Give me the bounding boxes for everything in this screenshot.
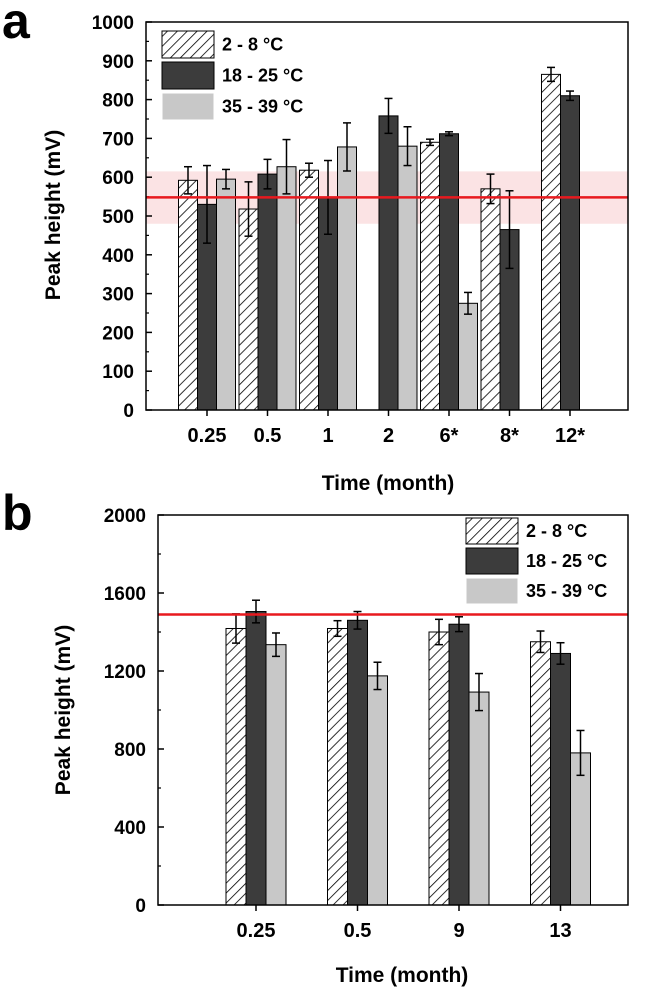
legend-swatch bbox=[465, 577, 519, 605]
bar bbox=[367, 675, 388, 906]
x-axis-title-a: Time (month) bbox=[322, 472, 455, 495]
y-tick-label: 900 bbox=[102, 52, 134, 73]
bar bbox=[420, 141, 440, 411]
x-tick-label: 13 bbox=[549, 920, 571, 942]
legend-label: 2 - 8 °C bbox=[222, 35, 283, 55]
bar bbox=[378, 115, 399, 411]
bar bbox=[225, 627, 247, 906]
bar bbox=[265, 644, 287, 906]
legend-label: 35 - 39 °C bbox=[526, 581, 607, 601]
x-axis-title-b: Time (month) bbox=[336, 964, 469, 987]
bar bbox=[276, 166, 297, 411]
plot-area-b: 0 400 800 1200 1600 2000 0.25 0.5 9 13 2 - 8 °C 18 … bbox=[104, 506, 629, 942]
panel-letter-a: a bbox=[2, 0, 31, 49]
y-tick-label: 1200 bbox=[104, 662, 146, 683]
plot-area-a: 0 100 200 300 400 500 600 700 800 900 1000 0.25 0.5 1… bbox=[92, 13, 629, 447]
x-tick-label: 12* bbox=[555, 425, 585, 447]
legend-label: 18 - 25 °C bbox=[222, 66, 303, 86]
bar bbox=[530, 641, 551, 906]
y-tick-label: 300 bbox=[102, 285, 134, 306]
legend-swatch bbox=[465, 517, 519, 545]
y-tick-label: 0 bbox=[135, 896, 146, 917]
y-tick-label: 0 bbox=[123, 401, 134, 422]
bar bbox=[257, 173, 278, 411]
y-tick-label: 500 bbox=[102, 207, 134, 228]
x-tick-label: 0.25 bbox=[237, 920, 276, 942]
bar bbox=[448, 623, 470, 906]
chart-panel-a: a 0 100 200 300 400 500 600 700 800 900 1000 0.25 0.… bbox=[2, 0, 629, 495]
y-tick-label: 200 bbox=[102, 323, 134, 344]
bar bbox=[347, 619, 368, 906]
y-axis-title-a: Peak height (mV) bbox=[42, 130, 65, 300]
x-tick-label: 9 bbox=[453, 920, 464, 942]
x-tick-label: 0.25 bbox=[188, 425, 227, 447]
y-tick-label: 2000 bbox=[104, 506, 146, 527]
bar bbox=[439, 133, 459, 411]
x-tick-label: 0.5 bbox=[344, 920, 372, 942]
bar bbox=[216, 178, 236, 411]
legend: 2 - 8 °C 18 - 25 °C 35 - 39 °C bbox=[465, 517, 607, 605]
bar bbox=[397, 145, 418, 411]
bar bbox=[560, 95, 580, 411]
plot-frame bbox=[145, 21, 629, 411]
y-tick-label: 400 bbox=[102, 246, 134, 267]
legend: 2 - 8 °C 18 - 25 °C 35 - 39 °C bbox=[161, 30, 303, 121]
bar bbox=[299, 169, 319, 411]
y-tick-label: 1600 bbox=[104, 584, 146, 605]
bar bbox=[458, 302, 478, 411]
y-tick-label: 600 bbox=[102, 168, 134, 189]
x-tick-label: 0.5 bbox=[254, 425, 282, 447]
chart-panel-b: b 0 400 800 1200 1600 2000 0.25 0.5 9 13 2 - 8 °C 1… bbox=[2, 485, 629, 987]
x-tick-label: 2 bbox=[383, 425, 394, 447]
panel-letter-b: b bbox=[2, 485, 33, 541]
plot-frame bbox=[157, 514, 629, 906]
y-tick-label: 100 bbox=[102, 362, 134, 383]
y-tick-label: 1000 bbox=[92, 13, 134, 34]
y-axis-title-b: Peak height (mV) bbox=[52, 625, 75, 795]
legend-swatch bbox=[161, 30, 215, 59]
legend-swatch bbox=[161, 92, 215, 121]
x-tick-label: 1 bbox=[322, 425, 333, 447]
legend-swatch bbox=[161, 61, 215, 90]
legend-swatch bbox=[465, 547, 519, 575]
y-tick-label: 700 bbox=[102, 129, 134, 150]
bar bbox=[541, 73, 561, 411]
y-tick-label: 400 bbox=[114, 818, 146, 839]
x-tick-label: 6* bbox=[440, 425, 459, 447]
legend-label: 18 - 25 °C bbox=[526, 551, 607, 571]
y-tick-label: 800 bbox=[114, 740, 146, 761]
y-tick-label: 800 bbox=[102, 91, 134, 112]
bar bbox=[337, 146, 357, 411]
legend-label: 2 - 8 °C bbox=[526, 521, 587, 541]
bar bbox=[468, 691, 490, 906]
x-tick-label: 8* bbox=[500, 425, 519, 447]
bar bbox=[245, 611, 267, 906]
bar bbox=[178, 179, 198, 411]
bar bbox=[550, 652, 571, 906]
legend-label: 35 - 39 °C bbox=[222, 97, 303, 117]
bar bbox=[238, 208, 259, 411]
bar bbox=[428, 631, 450, 906]
bar bbox=[327, 627, 348, 906]
bar bbox=[480, 188, 501, 411]
